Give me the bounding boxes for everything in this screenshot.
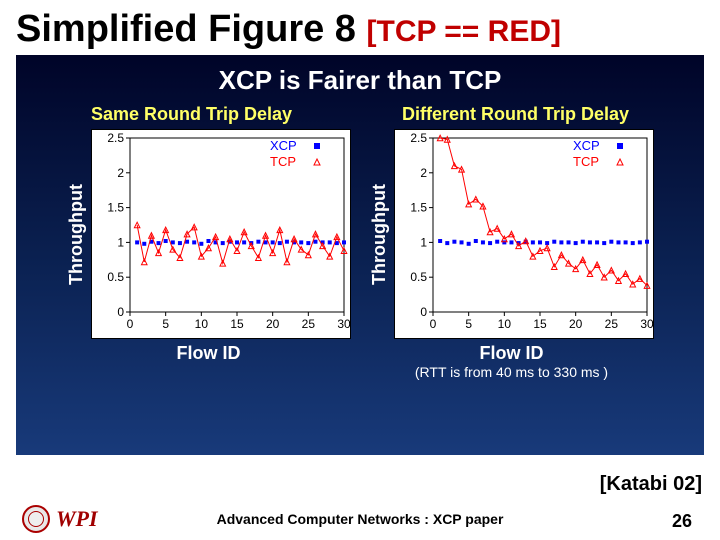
svg-text:XCP: XCP bbox=[270, 138, 297, 153]
logo-seal-icon bbox=[22, 505, 50, 533]
svg-text:1: 1 bbox=[420, 235, 427, 249]
svg-text:0: 0 bbox=[127, 317, 134, 331]
svg-text:TCP: TCP bbox=[270, 154, 296, 169]
content-area: XCP is Fairer than TCP Same Round Trip D… bbox=[16, 55, 704, 455]
svg-text:30: 30 bbox=[640, 317, 654, 331]
svg-text:XCP: XCP bbox=[573, 138, 600, 153]
page-number: 26 bbox=[672, 511, 692, 532]
svg-text:15: 15 bbox=[230, 317, 244, 331]
content-title: XCP is Fairer than TCP bbox=[36, 65, 684, 96]
svg-text:0.5: 0.5 bbox=[410, 270, 427, 284]
svg-text:TCP: TCP bbox=[573, 154, 599, 169]
logo-text: WPI bbox=[56, 506, 98, 532]
svg-text:30: 30 bbox=[337, 317, 351, 331]
svg-text:25: 25 bbox=[605, 317, 619, 331]
subhead-row: Same Round Trip Delay Different Round Tr… bbox=[36, 104, 684, 125]
right-xlabel: Flow ID bbox=[480, 343, 544, 364]
svg-text:25: 25 bbox=[302, 317, 316, 331]
slide-title: Simplified Figure 8 bbox=[16, 8, 367, 50]
right-chart: Throughput 0 5 10 15 20 25 30 0 0.5 1 1.5 2 2.5 XCPTC… bbox=[369, 129, 654, 380]
logo: WPI bbox=[22, 505, 98, 533]
svg-text:5: 5 bbox=[465, 317, 472, 331]
svg-text:2: 2 bbox=[420, 166, 427, 180]
svg-text:20: 20 bbox=[569, 317, 583, 331]
left-chart: Throughput 0 5 10 15 20 25 30 0 0.5 1 1.5 2 2.5 XCPTC… bbox=[66, 129, 351, 380]
left-xlabel: Flow ID bbox=[177, 343, 241, 364]
svg-text:2.5: 2.5 bbox=[107, 131, 124, 145]
left-plot: 0 5 10 15 20 25 30 0 0.5 1 1.5 2 2.5 XCPTCP bbox=[91, 129, 351, 339]
svg-text:15: 15 bbox=[533, 317, 547, 331]
footer-text: Advanced Computer Networks : XCP paper bbox=[217, 511, 504, 527]
svg-text:5: 5 bbox=[162, 317, 169, 331]
footer: WPI Advanced Computer Networks : XCP pap… bbox=[0, 498, 720, 540]
svg-text:0.5: 0.5 bbox=[107, 270, 124, 284]
svg-text:1.5: 1.5 bbox=[410, 201, 427, 215]
right-ylabel: Throughput bbox=[369, 184, 390, 285]
slide: Simplified Figure 8 [TCP == RED] XCP is … bbox=[0, 0, 720, 540]
rtt-note: (RTT is from 40 ms to 330 ms ) bbox=[415, 364, 608, 380]
right-heading: Different Round Trip Delay bbox=[402, 104, 629, 125]
svg-text:10: 10 bbox=[195, 317, 209, 331]
svg-text:1.5: 1.5 bbox=[107, 201, 124, 215]
slide-subtitle: [TCP == RED] bbox=[367, 15, 562, 48]
svg-text:2: 2 bbox=[117, 166, 124, 180]
title-bar: Simplified Figure 8 [TCP == RED] bbox=[0, 0, 720, 55]
charts-row: Throughput 05101520253000.511.522.5XCPTC… bbox=[36, 129, 684, 380]
left-ylabel: Throughput bbox=[66, 184, 87, 285]
left-heading: Same Round Trip Delay bbox=[91, 104, 292, 125]
svg-text:0: 0 bbox=[420, 305, 427, 319]
svg-text:10: 10 bbox=[498, 317, 512, 331]
svg-text:20: 20 bbox=[266, 317, 280, 331]
svg-text:2.5: 2.5 bbox=[410, 131, 427, 145]
right-plot: 0 5 10 15 20 25 30 0 0.5 1 1.5 2 2.5 XCPTCP bbox=[394, 129, 654, 339]
svg-text:0: 0 bbox=[430, 317, 437, 331]
citation: [Katabi 02] bbox=[600, 473, 702, 496]
svg-text:1: 1 bbox=[117, 235, 124, 249]
svg-text:0: 0 bbox=[117, 305, 124, 319]
